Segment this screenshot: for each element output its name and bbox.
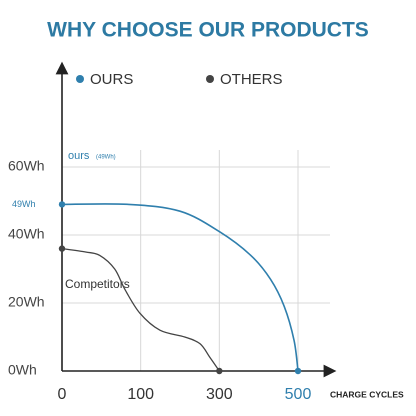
annotation: Competitors (65, 277, 130, 291)
series-line (61, 203, 299, 372)
point-marker (294, 367, 302, 375)
annotation: (49Wh) (96, 155, 116, 161)
y-tick-label: 0Wh (8, 362, 37, 378)
y-tick-label: 20Wh (8, 294, 45, 310)
chart-title: WHY CHOOSE OUR PRODUCTS (47, 19, 369, 42)
annotation: ours (68, 150, 90, 162)
x-tick-label: 0 (58, 386, 67, 403)
series-line (61, 247, 220, 372)
point-marker (58, 201, 66, 208)
x-tick-label: 300 (206, 386, 233, 403)
y-tick-label: 60Wh (8, 158, 45, 174)
legend-label: OTHERS (220, 71, 283, 88)
legend-swatch (76, 75, 84, 83)
x-tick-label: 500 (285, 386, 312, 403)
point-marker (216, 367, 223, 375)
marked-value-label: 49Wh (12, 199, 36, 209)
x-axis-label: CHARGE CYCLES (330, 389, 404, 399)
x-tick-label: 100 (127, 386, 154, 403)
legend-swatch (206, 75, 214, 83)
y-tick-label: 40Wh (8, 226, 45, 242)
legend-label: OURS (90, 71, 133, 88)
point-marker (58, 245, 66, 252)
